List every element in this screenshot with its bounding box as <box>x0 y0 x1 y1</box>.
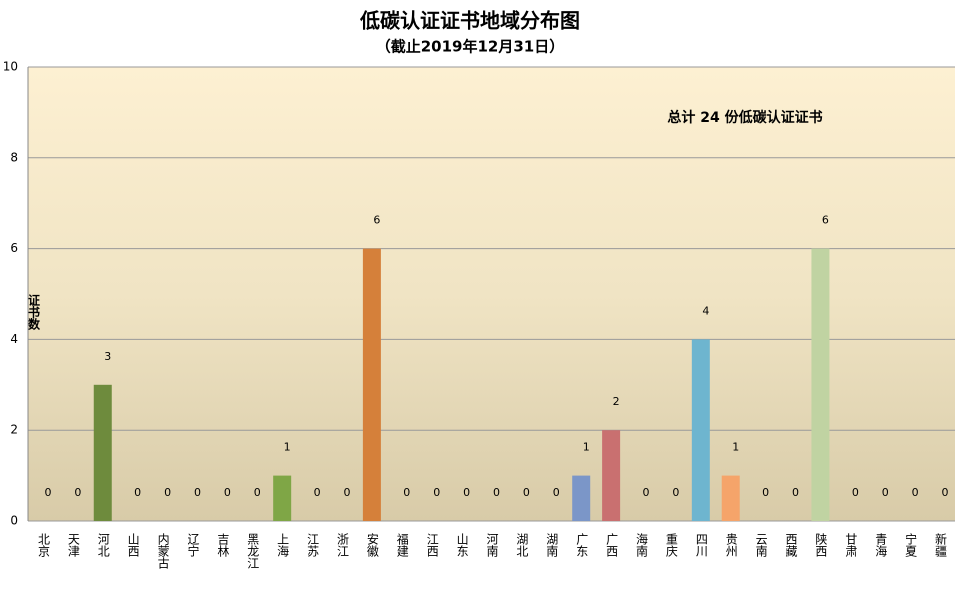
data-label: 0 <box>643 486 650 499</box>
x-tick-label: 吉林 <box>216 533 230 557</box>
x-tick-label: 上海 <box>276 533 290 557</box>
data-label: 0 <box>74 486 81 499</box>
data-label: 0 <box>852 486 859 499</box>
x-tick-label: 江苏 <box>306 533 320 557</box>
x-tick-label: 云南 <box>754 533 768 557</box>
chart-title: 低碳认证证书地域分布图 <box>359 9 580 33</box>
data-label: 0 <box>882 486 889 499</box>
data-label: 6 <box>373 214 380 227</box>
data-label: 0 <box>224 486 231 499</box>
y-tick-label: 2 <box>10 423 18 437</box>
x-tick-label: 福建 <box>395 532 409 558</box>
x-tick-label: 天津 <box>66 533 80 557</box>
x-tick-label: 新疆 <box>934 532 948 557</box>
data-label: 1 <box>583 441 590 454</box>
x-tick-label: 海南 <box>635 532 649 557</box>
data-label: 0 <box>672 486 679 499</box>
y-axis-label: 证书数 <box>27 294 41 331</box>
x-tick-label: 四川 <box>694 533 708 557</box>
data-label: 6 <box>822 214 829 227</box>
data-label: 0 <box>553 486 560 499</box>
data-label: 1 <box>732 441 739 454</box>
data-label: 3 <box>104 350 111 363</box>
x-tick-label: 湖北 <box>515 532 529 558</box>
x-tick-label: 宁夏 <box>904 532 918 557</box>
bar <box>93 384 112 521</box>
data-label: 0 <box>523 486 530 499</box>
y-tick-label: 0 <box>10 514 18 528</box>
data-label: 2 <box>613 395 620 408</box>
chart-subtitle: （截止2019年12月31日） <box>376 38 565 56</box>
y-tick-label: 10 <box>3 60 18 74</box>
x-tick-label: 安徽 <box>365 532 379 557</box>
y-tick-label: 6 <box>10 241 18 255</box>
x-tick-label: 辽宁 <box>186 533 200 557</box>
y-tick-label: 8 <box>10 150 18 164</box>
data-label: 0 <box>912 486 919 499</box>
x-tick-label: 北京 <box>36 533 50 558</box>
x-tick-label: 江西 <box>425 533 439 557</box>
data-label: 0 <box>194 486 201 499</box>
data-label: 0 <box>493 486 500 499</box>
data-label: 0 <box>942 486 949 499</box>
bar <box>811 248 830 521</box>
data-label: 0 <box>792 486 799 499</box>
annotation: 总计 24 份低碳认证证书 <box>667 109 822 126</box>
x-tick-label: 内蒙古 <box>156 533 170 569</box>
data-label: 0 <box>254 486 261 499</box>
x-tick-label: 河南 <box>485 533 499 557</box>
bar <box>273 475 292 521</box>
x-tick-label: 山西 <box>126 533 140 557</box>
data-label: 4 <box>702 304 709 317</box>
data-label: 0 <box>164 486 171 499</box>
bar <box>721 475 740 521</box>
x-tick-label: 黑龙江 <box>246 533 260 569</box>
x-tick-label: 陕西 <box>814 532 828 557</box>
x-tick-label: 山东 <box>455 533 469 557</box>
bar <box>572 475 591 521</box>
x-tick-label: 重庆 <box>664 533 678 557</box>
bar <box>602 430 621 521</box>
x-tick-label: 青海 <box>874 533 888 557</box>
data-label: 0 <box>134 486 141 499</box>
data-label: 0 <box>343 486 350 499</box>
y-tick-label: 4 <box>10 332 18 346</box>
data-label: 0 <box>463 486 470 499</box>
data-label: 0 <box>314 486 321 499</box>
x-tick-label: 广东 <box>575 533 589 557</box>
bar <box>362 248 381 521</box>
data-label: 0 <box>762 486 769 499</box>
data-label: 0 <box>44 486 51 499</box>
x-tick-label: 广西 <box>605 533 619 557</box>
x-tick-label: 西藏 <box>784 533 798 558</box>
x-tick-label: 河北 <box>96 533 110 558</box>
data-label: 0 <box>433 486 440 499</box>
data-label: 0 <box>403 486 410 499</box>
x-tick-label: 浙江 <box>335 533 349 557</box>
x-tick-label: 甘肃 <box>844 533 858 558</box>
x-tick-label: 湖南 <box>545 532 559 557</box>
data-label: 1 <box>284 441 291 454</box>
x-tick-label: 贵州 <box>724 533 738 557</box>
bar <box>691 339 710 521</box>
plot-area <box>28 67 955 521</box>
